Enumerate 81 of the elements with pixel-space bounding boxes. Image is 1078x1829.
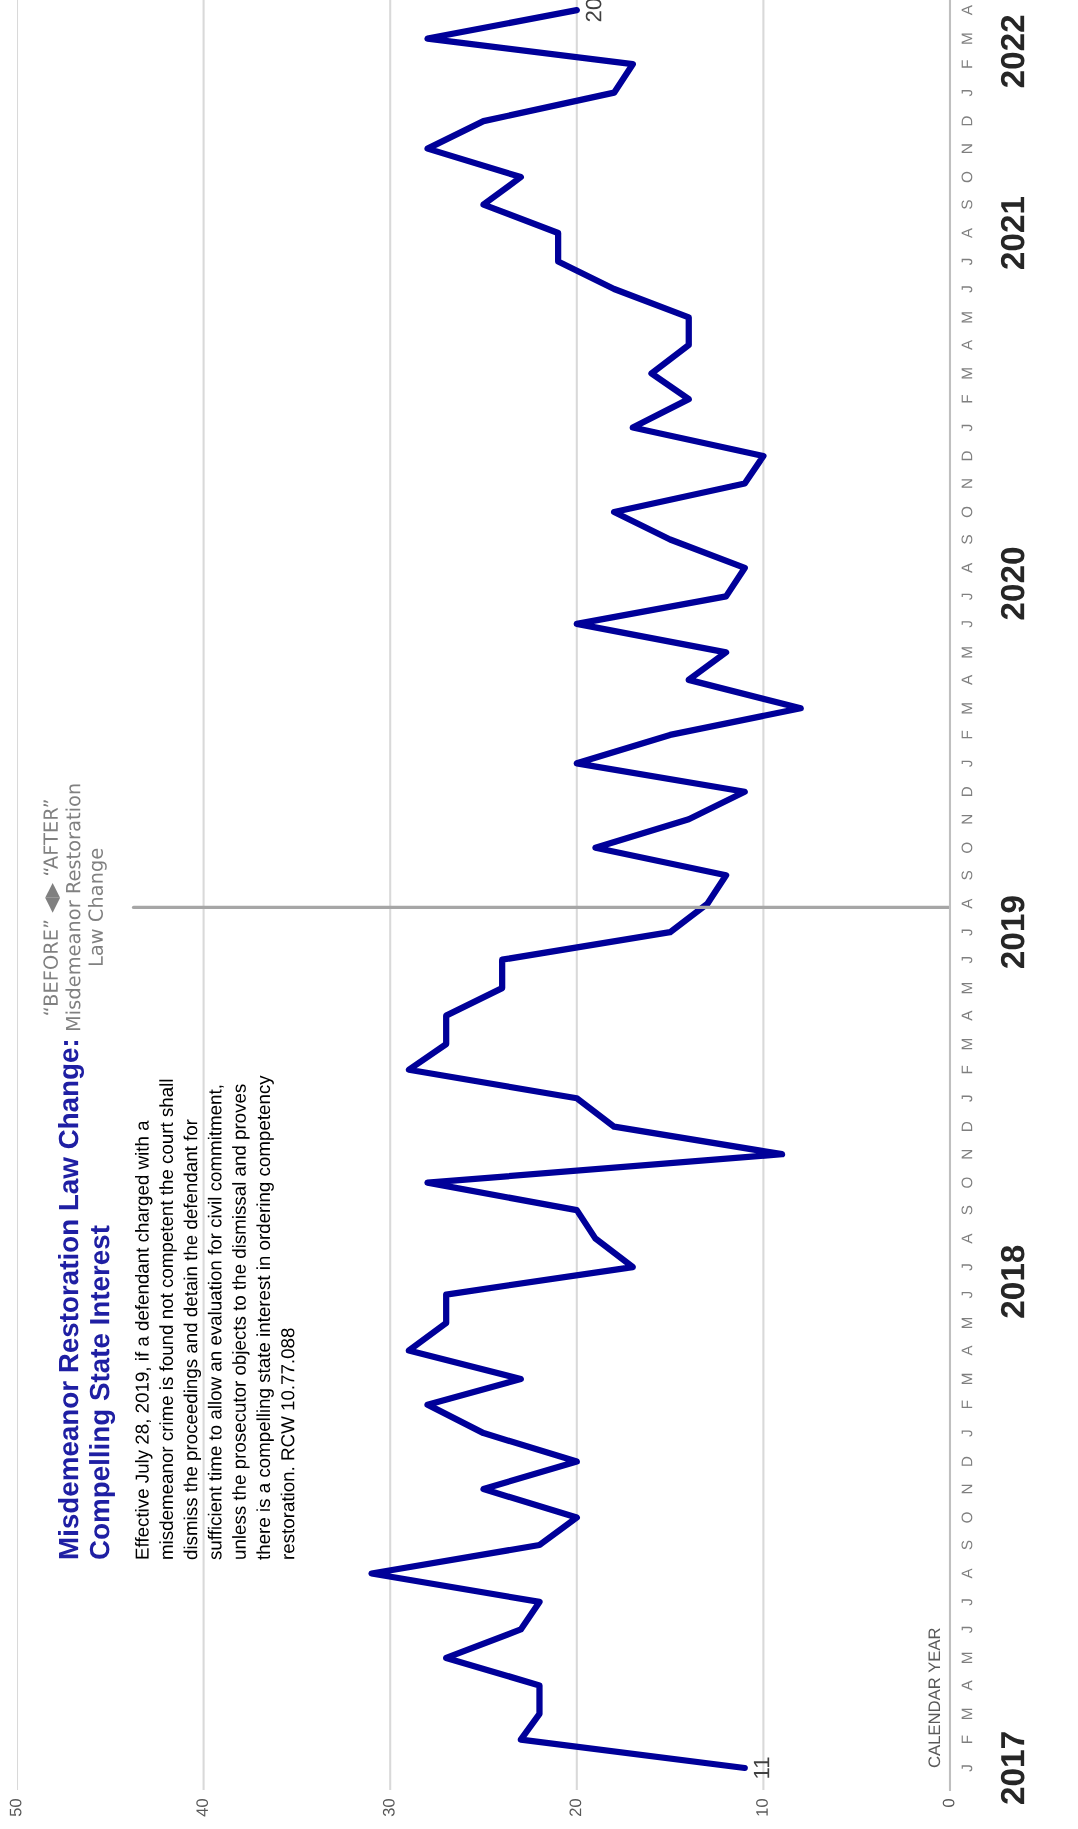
category-label: O (961, 506, 973, 518)
category-label: A (961, 1233, 973, 1244)
category-label: M (961, 368, 973, 379)
y-tick-label: 2021 (1000, 196, 1025, 269)
x-tick-label: 50 (9, 1798, 22, 1817)
category-label: D (961, 787, 973, 797)
category-label: D (961, 116, 973, 126)
category-label: A (961, 898, 973, 909)
category-label: D (961, 1121, 973, 1131)
category-label: J (961, 89, 973, 97)
category-label: M (961, 1373, 973, 1385)
category-label: F (961, 1065, 973, 1074)
category-label: M (961, 1038, 973, 1050)
text: Misdemeanor Restoration Law Change: Compelling State Interest (58, 1040, 116, 1559)
category-label: A (961, 562, 973, 573)
annotation: Effective July 28, 2019, if a defendant charged with a misdemeanor crime is found not competent the court shall dismiss the proceedings and detain the defendant for sufficient time to allow an evaluation for civil commitment, unless the prosecutor objects to the dismissal and proves there is a compelling state interest in ordering competency restoration. RCW 10.77.088 (135, 1075, 295, 1560)
category-label: F (961, 1735, 973, 1743)
category-label: F (961, 60, 973, 68)
category-label: J (961, 1095, 973, 1102)
category-label: J (961, 286, 973, 293)
category-label: J (961, 258, 973, 266)
category-label: S (961, 870, 973, 880)
category-label: S (961, 1205, 973, 1215)
y-tick-label: 2017 (1000, 1732, 1025, 1804)
category-label: F (961, 395, 973, 403)
category-label: M (961, 1317, 973, 1329)
category-label: M (961, 33, 973, 44)
x-tick-label: 40 (196, 1798, 209, 1817)
category-label: A (961, 1345, 973, 1356)
y-axis-title: CALENDAR YEAR (928, 1628, 941, 1768)
category-label: M (961, 703, 973, 714)
category-label: A (961, 339, 973, 351)
category-label: M (961, 1708, 973, 1719)
ref-line-label: “BEFORE” ◀▶ “AFTER” Misdemeanor Restoration Law Change (43, 784, 107, 1031)
category-label: A (961, 227, 973, 239)
category-label: A (961, 1568, 973, 1579)
category-label: N (961, 144, 973, 153)
category-label: A (961, 1680, 973, 1691)
category-label: O (961, 842, 973, 853)
category-label: S (961, 535, 973, 544)
category-label: J (961, 957, 973, 964)
category-label: J (961, 621, 973, 628)
y-tick-label: 2019 (1000, 896, 1025, 969)
y-tick-label: 2022 (1000, 15, 1025, 88)
category-label: J (961, 760, 973, 767)
category-label: N (961, 815, 973, 824)
y-tick-label: 2020 (1000, 547, 1025, 620)
category-label: J (961, 1599, 973, 1606)
category-label: J (961, 929, 973, 936)
category-label: O (961, 171, 973, 183)
category-label: D (961, 1456, 973, 1466)
category-label: J (961, 1291, 973, 1299)
x-tick-label: 30 (382, 1798, 395, 1817)
category-label: A (961, 1010, 973, 1021)
category-label: O (961, 1177, 973, 1188)
category-label: J (961, 1626, 973, 1634)
category-label: S (961, 1540, 973, 1550)
category-label: F (961, 1400, 973, 1409)
x-tick-label: 20 (569, 1798, 582, 1817)
category-label: F (961, 730, 973, 739)
x-tick-label: 10 (756, 1798, 768, 1816)
category-label: J (961, 593, 973, 600)
category-label: A (961, 5, 973, 16)
category-label: N (961, 1484, 973, 1494)
category-label: M (961, 983, 973, 994)
category-label: J (961, 1765, 973, 1772)
category-label: O (961, 1512, 973, 1523)
category-label: J (961, 1430, 973, 1437)
category-label: M (961, 1652, 973, 1663)
category-label: S (961, 200, 973, 209)
category-label: M (961, 647, 973, 658)
category-label: N (961, 1149, 973, 1159)
category-label: M (961, 312, 973, 323)
category-label: J (961, 1264, 973, 1271)
category-label: J (961, 424, 973, 432)
data-label: 11 (753, 1757, 770, 1778)
x-tick-label: 0 (942, 1798, 955, 1807)
category-label: A (961, 674, 973, 685)
category-label: N (961, 479, 973, 488)
category-label: D (961, 451, 973, 461)
y-tick-label: 2018 (1000, 1245, 1025, 1318)
